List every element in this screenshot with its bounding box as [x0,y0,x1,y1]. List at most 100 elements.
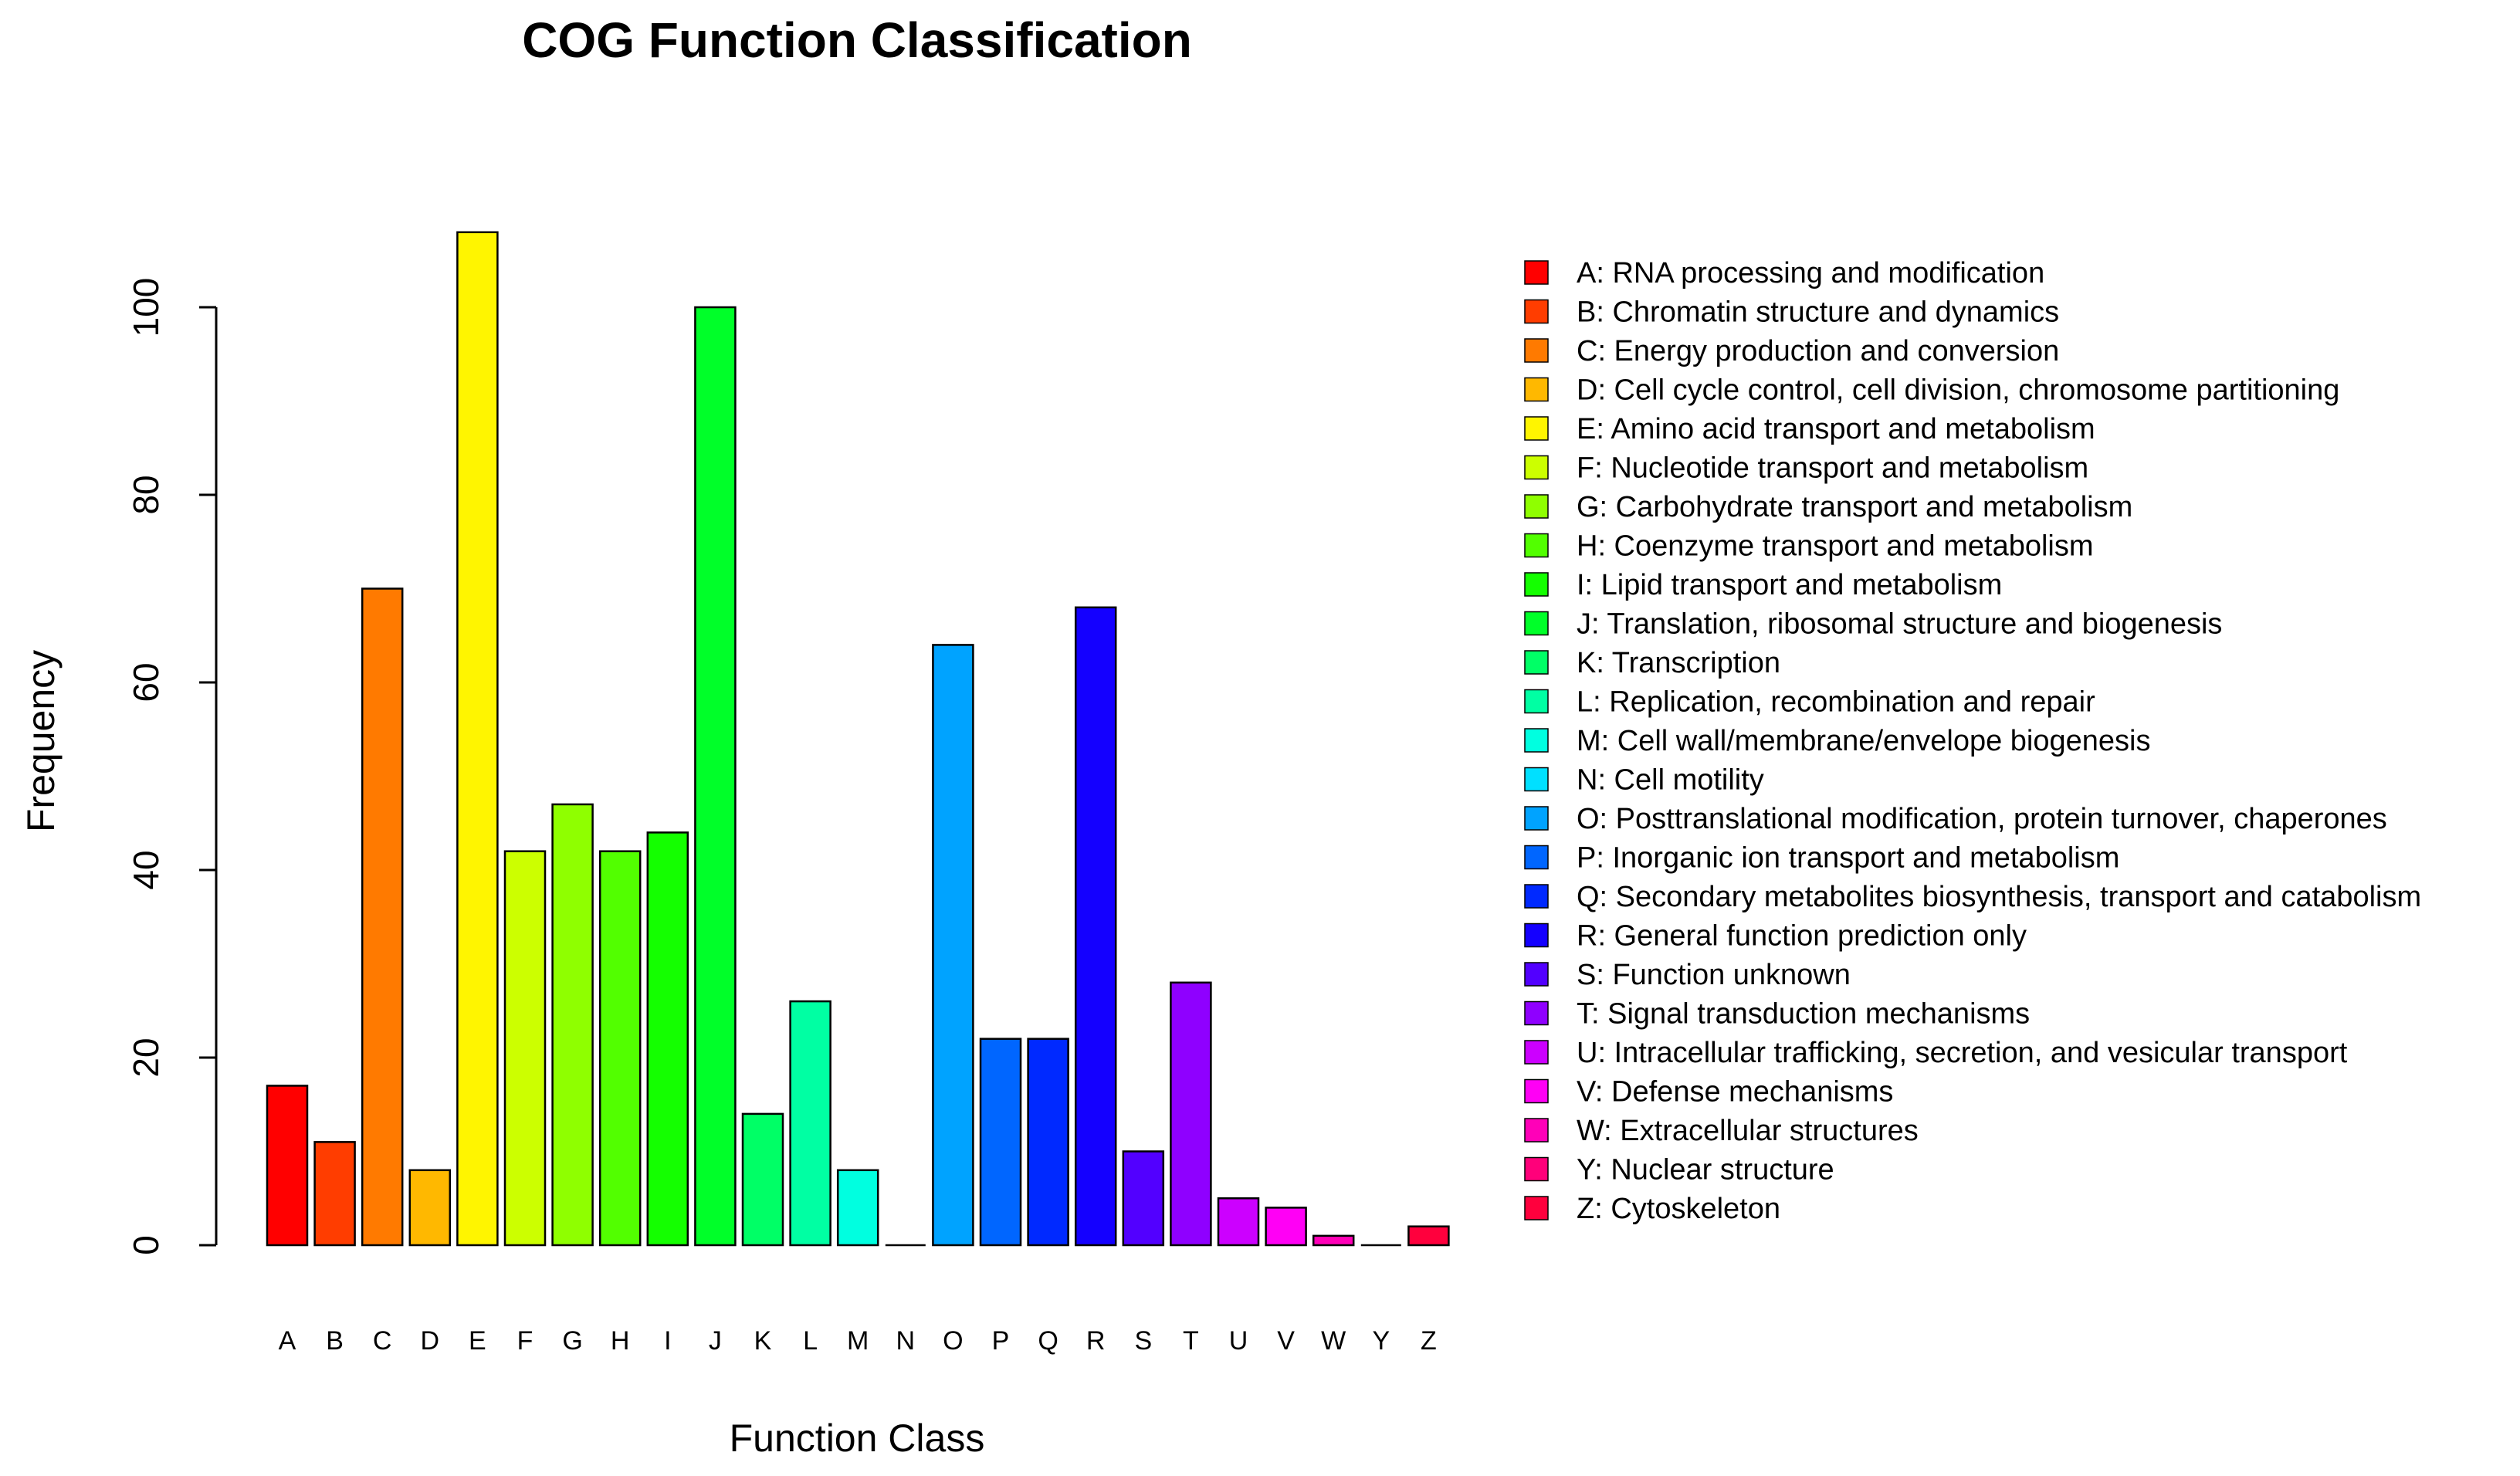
bar-J [694,306,737,1247]
bar-B [313,1141,356,1247]
legend-item-label: C: Energy production and conversion [1577,335,2059,367]
legend-swatch [1524,767,1549,792]
x-tick-label: M [847,1326,869,1356]
bar-Z [1407,1225,1450,1247]
legend-item-label: V: Defense mechanisms [1577,1076,1893,1109]
y-tick-label: 0 [126,1235,166,1255]
bar-Q [1027,1038,1069,1247]
legend-swatch [1524,572,1549,597]
legend-item-label: O: Posttranslational modification, prote… [1577,803,2387,835]
x-tick-label: R [1086,1326,1106,1356]
legend-swatch [1524,728,1549,753]
legend-swatch [1524,1118,1549,1143]
bar-G [551,803,594,1247]
chart-title: COG Function Classification [522,12,1192,68]
y-tick-label: 40 [126,850,166,889]
legend-swatch [1524,962,1549,987]
legend-item-label: M: Cell wall/membrane/envelope biogenesi… [1577,725,2151,757]
legend-swatch [1524,1196,1549,1220]
y-tick-label: 100 [126,278,166,337]
legend-item-label: D: Cell cycle control, cell division, ch… [1577,374,2339,407]
legend-item-label: B: Chromatin structure and dynamics [1577,296,2059,329]
x-tick-label: C [373,1326,392,1356]
x-axis-label: Function Class [730,1417,985,1460]
legend-swatch [1524,1078,1549,1104]
bar-H [598,850,642,1247]
legend-item-label: A: RNA processing and modification [1577,257,2044,289]
x-tick-label: Y [1372,1326,1390,1356]
legend-swatch [1524,1156,1549,1182]
x-tick-label: N [896,1326,916,1356]
x-tick-label: W [1321,1326,1346,1356]
bar-D [408,1169,452,1247]
legend-item-label: R: General function prediction only [1577,920,2027,953]
legend-item-label: N: Cell motility [1577,764,1764,797]
x-tick-label: B [326,1326,344,1356]
y-axis: 0 20 40 60 80 100 [126,278,218,1255]
y-tick-label: 20 [126,1038,166,1077]
y-tick-label: 80 [126,475,166,514]
legend-swatch [1524,884,1549,909]
x-tick-label: J [709,1326,722,1356]
bar-U [1217,1197,1260,1247]
legend: A: RNA processing and modification B: Chr… [1524,257,2421,1225]
x-tick-label: A [279,1326,296,1356]
bar-S [1122,1150,1165,1247]
legend-swatch [1524,922,1549,948]
legend-swatch [1524,416,1549,441]
bar-R [1074,606,1117,1247]
bar-E [456,231,499,1247]
x-tick-label: K [754,1326,772,1356]
legend-item-label: Q: Secondary metabolites biosynthesis, t… [1577,881,2421,913]
bar-A [266,1085,309,1247]
x-tick-label: S [1134,1326,1152,1356]
bar-T [1170,981,1212,1247]
legend-item-label: E: Amino acid transport and metabolism [1577,413,2095,445]
legend-item-label: S: Function unknown [1577,959,1851,991]
legend-swatch [1524,494,1549,519]
x-tick-label: V [1277,1326,1295,1356]
legend-swatch [1524,1040,1549,1065]
legend-swatch [1524,845,1549,870]
legend-item-label: J: Translation, ribosomal structure and … [1577,608,2222,641]
x-tick-label: D [421,1326,440,1356]
legend-swatch [1524,533,1549,558]
legend-item-label: Z: Cytoskeleton [1577,1193,1780,1225]
legend-swatch [1524,299,1549,324]
x-tick-label: Z [1421,1326,1437,1356]
legend-swatch [1524,806,1549,831]
x-tick-label: P [992,1326,1010,1356]
bar-M [836,1169,879,1247]
legend-item-label: I: Lipid transport and metabolism [1577,569,2002,601]
legend-item-label: G: Carbohydrate transport and metabolism [1577,491,2132,523]
bar-I [646,831,689,1247]
legend-item-label: F: Nucleotide transport and metabolism [1577,452,2088,485]
x-tick-label: E [469,1326,486,1356]
legend-swatch [1524,689,1549,714]
x-tick-label: T [1183,1326,1199,1356]
legend-swatch [1524,338,1549,363]
legend-item-label: Y: Nuclear structure [1577,1154,1834,1187]
legend-item-label: T: Signal transduction mechanisms [1577,998,2030,1031]
legend-item-label: L: Replication, recombination and repair [1577,686,2095,719]
x-tick-label: Q [1038,1326,1058,1356]
legend-item-label: H: Coenzyme transport and metabolism [1577,530,2094,563]
legend-swatch [1524,611,1549,636]
x-tick-label: G [562,1326,582,1356]
x-tick-label: U [1229,1326,1248,1356]
x-tick-label: L [803,1326,818,1356]
legend-swatch [1524,377,1549,402]
legend-swatch [1524,1000,1549,1026]
legend-item-label: P: Inorganic ion transport and metabolis… [1577,842,2119,875]
y-axis-label: Frequency [19,650,63,832]
bar-L [789,1000,832,1247]
x-tick-label: O [943,1326,963,1356]
bar-C [361,587,404,1247]
legend-swatch [1524,260,1549,285]
legend-item-label: U: Intracellular trafficking, secretion,… [1577,1037,2348,1069]
legend-item-label: K: Transcription [1577,647,1780,679]
bar-W [1312,1234,1355,1247]
